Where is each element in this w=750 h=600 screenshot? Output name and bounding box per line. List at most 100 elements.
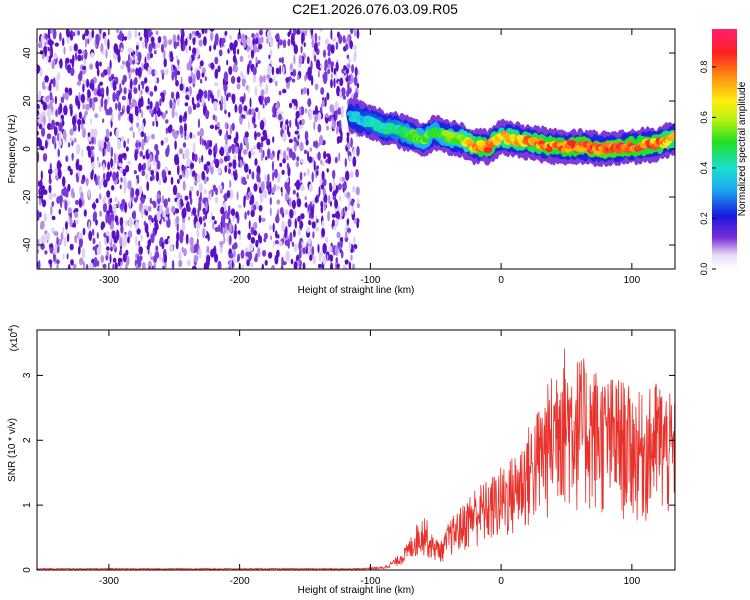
spectrogram-noise-cell: [100, 87, 105, 95]
spectrogram-noise-cell: [48, 184, 52, 194]
spectrogram-noise-cell: [237, 253, 241, 262]
spectrogram-noise-cell: [69, 218, 73, 228]
spectrogram-noise-cell: [107, 38, 110, 50]
spectrogram-noise-cell: [346, 54, 350, 60]
spectrogram-noise-cell: [251, 150, 255, 156]
spectrogram-noise-cell: [46, 133, 52, 140]
spectrogram-noise-cell: [71, 60, 75, 68]
spectrogram-noise-cell: [123, 233, 126, 245]
spectrogram-noise-cell: [247, 121, 250, 130]
spectrogram-noise-cell: [189, 32, 192, 40]
spectrogram-noise-cell: [301, 32, 305, 38]
spectrogram-noise-cell: [319, 178, 323, 186]
spectrogram-noise-cell: [304, 196, 308, 201]
spectrogram-noise-cell: [116, 29, 120, 34]
spectrogram-noise-cell: [67, 207, 72, 214]
spectrogram-x-ticks: -300 -200 -100 0 100: [99, 29, 641, 286]
spectrogram-noise-cell: [218, 184, 223, 190]
spectrogram-noise-cell: [330, 78, 333, 89]
spectrogram-noise-cell: [275, 80, 278, 87]
spectrogram-noise-cell: [138, 32, 141, 37]
spectrogram-noise-cell: [151, 265, 155, 269]
spectrogram-noise-cell: [119, 83, 122, 92]
spectrogram-noise-cell: [288, 148, 293, 159]
spectrogram-noise-cell: [70, 188, 75, 198]
spectrogram-noise-cell: [258, 215, 262, 224]
spectrogram-noise-cell: [92, 211, 97, 221]
spectrogram-noise-cell: [185, 168, 189, 179]
spectrogram-noise-cell: [119, 167, 123, 174]
spectrogram-noise-cell: [327, 154, 332, 165]
spectrogram-noise-cell: [298, 54, 303, 65]
spectrogram-noise-cell: [94, 113, 99, 119]
spectrogram-noise-cell: [282, 123, 286, 131]
spectrogram-noise-cell: [136, 114, 139, 121]
spectrogram-noise-cell: [293, 136, 297, 142]
spectrogram-noise-cell: [97, 160, 100, 167]
spectrogram-noise-cell: [307, 245, 311, 257]
spectrogram-noise-cell: [314, 140, 318, 149]
colorbar: 0.0 0.2 0.4 0.6 0.8 Normalized spectral ampl…: [699, 29, 748, 275]
spectrogram-noise-cell: [99, 193, 102, 200]
spectrogram-noise-cell: [180, 35, 184, 46]
spectrogram-noise-cell: [102, 163, 105, 172]
spectrogram-noise-cell: [305, 248, 309, 253]
y-tick-label: 40: [22, 47, 33, 59]
spectrogram-noise-cell: [284, 181, 289, 190]
spectrogram-noise-cell: [188, 216, 190, 221]
spectrogram-noise-cell: [301, 241, 304, 247]
spectrogram-noise-cell: [147, 65, 153, 76]
spectrogram-noise-cell: [48, 243, 53, 248]
spectrogram-noise-cell: [233, 242, 238, 250]
spectrogram-noise-cell: [175, 79, 179, 87]
spectrogram-noise-cell: [344, 226, 347, 233]
spectrogram-noise-cell: [282, 66, 285, 76]
spectrogram-noise-cell: [278, 240, 283, 247]
spectrogram-noise-cell: [64, 200, 68, 211]
spectrogram-noise-cell: [141, 62, 144, 72]
spectrogram-noise-cell: [332, 182, 337, 191]
spectrogram-noise-cell: [266, 180, 270, 187]
spectrogram-noise-cell: [65, 29, 70, 38]
spectrogram-noise-cell: [151, 217, 154, 223]
spectrogram-noise-cell: [302, 29, 307, 32]
spectrogram-noise-cell: [154, 251, 160, 259]
spectrogram-noise-cell: [119, 30, 123, 41]
spectrogram-noise-cell: [275, 67, 280, 75]
spectrogram-noise-cell: [284, 228, 287, 239]
spectrogram-noise-cell: [149, 91, 154, 97]
spectrogram-noise-cell: [192, 142, 196, 154]
spectrogram-noise-cell: [285, 250, 291, 262]
spectrogram-noise-cell: [88, 188, 91, 198]
spectrogram-noise-cell: [95, 198, 99, 204]
spectrogram-noise-cell: [247, 210, 250, 216]
spectrogram-noise-cell: [207, 193, 212, 201]
spectrogram-noise-cell: [312, 110, 316, 115]
spectrogram-noise-cell: [75, 95, 79, 106]
spectrogram-noise-cell: [251, 32, 255, 39]
spectrogram-noise-cell: [353, 52, 357, 63]
spectrogram-noise-cell: [249, 243, 254, 252]
spectrogram-noise-cell: [39, 41, 43, 49]
spectrogram-noise-cell: [224, 144, 228, 154]
spectrogram-noise-cell: [341, 87, 346, 97]
spectrogram-noise-cell: [154, 167, 158, 173]
spectrogram-noise-cell: [192, 103, 197, 111]
spectrogram-noise-cell: [256, 132, 261, 138]
spectrogram-noise-cell: [54, 42, 59, 47]
spectrogram-noise-cell: [177, 178, 180, 184]
spectrogram-noise-cell: [156, 160, 161, 170]
spectrogram-noise-cell: [261, 263, 264, 269]
spectrogram-noise-cell: [138, 84, 141, 91]
spectrogram-noise-cell: [292, 68, 297, 77]
spectrogram-noise-cell: [189, 185, 194, 192]
spectrogram-noise-cell: [135, 67, 139, 76]
spectrogram-noise-cell: [42, 234, 46, 245]
spectrogram-noise-cell: [164, 216, 168, 221]
spectrogram-noise-cell: [46, 54, 49, 62]
spectrogram-noise-cell: [291, 241, 295, 247]
spectrogram-noise-cell: [295, 179, 301, 191]
spectrogram-noise-cell: [274, 34, 280, 40]
spectrogram-noise-cell: [69, 243, 74, 251]
spectrogram-noise-cell: [257, 182, 262, 188]
